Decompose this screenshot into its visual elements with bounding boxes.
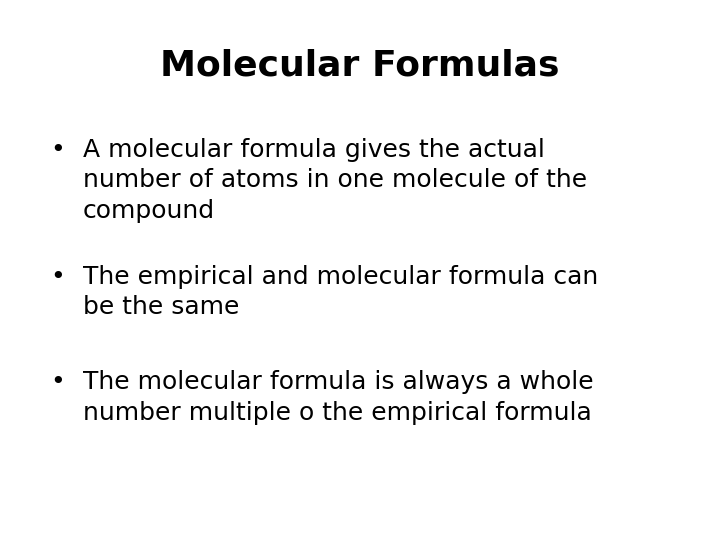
Text: Molecular Formulas: Molecular Formulas <box>161 49 559 83</box>
Text: The empirical and molecular formula can
be the same: The empirical and molecular formula can … <box>83 265 598 319</box>
Text: •: • <box>50 138 65 161</box>
Text: A molecular formula gives the actual
number of atoms in one molecule of the
comp: A molecular formula gives the actual num… <box>83 138 587 223</box>
Text: The molecular formula is always a whole
number multiple o the empirical formula: The molecular formula is always a whole … <box>83 370 593 424</box>
Text: •: • <box>50 370 65 394</box>
Text: •: • <box>50 265 65 288</box>
